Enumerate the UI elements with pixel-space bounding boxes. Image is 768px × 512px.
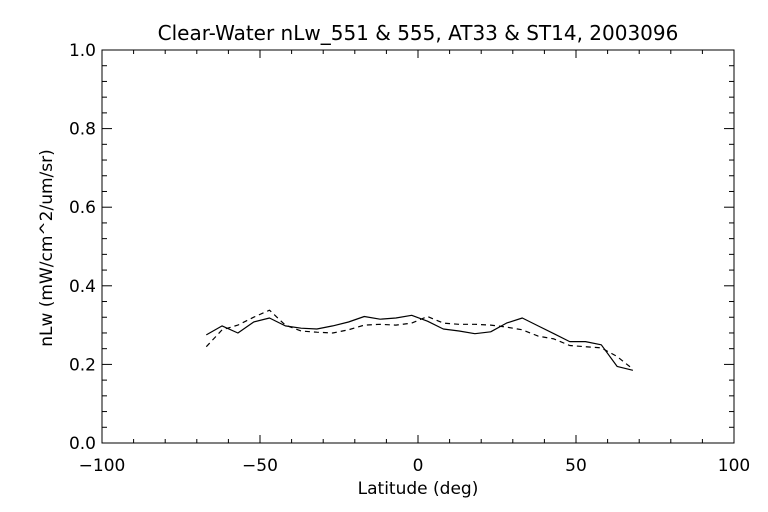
series-line-dashed <box>205 309 634 370</box>
y-tick-label: 1.0 <box>69 41 96 61</box>
x-tick-label: −100 <box>79 456 126 476</box>
y-tick-label: 0.8 <box>69 120 96 140</box>
axis-tick-labels: −100 −50 0 50 100 0.0 0.2 0.4 0.6 0.8 1.0 <box>69 41 750 476</box>
chart-title: Clear-Water nLw_551 & 555, AT33 & ST14, … <box>158 21 679 45</box>
y-tick-label: 0.4 <box>69 277 96 297</box>
y-tick-label: 0.0 <box>69 434 96 454</box>
y-axis-label: nLw (mW/cm^2/um/sr) <box>37 149 57 347</box>
x-tick-label: −50 <box>242 456 278 476</box>
axis-ticks <box>101 49 735 444</box>
plot-area-frame <box>101 49 735 444</box>
series-line-solid <box>206 314 634 371</box>
x-tick-label: 100 <box>718 456 750 476</box>
x-tick-label: 0 <box>413 456 424 476</box>
x-axis-label: Latitude (deg) <box>358 479 479 499</box>
x-tick-label: 50 <box>565 456 587 476</box>
y-tick-label: 0.2 <box>69 355 96 375</box>
y-tick-label: 0.6 <box>69 198 96 218</box>
data-series <box>205 309 634 371</box>
